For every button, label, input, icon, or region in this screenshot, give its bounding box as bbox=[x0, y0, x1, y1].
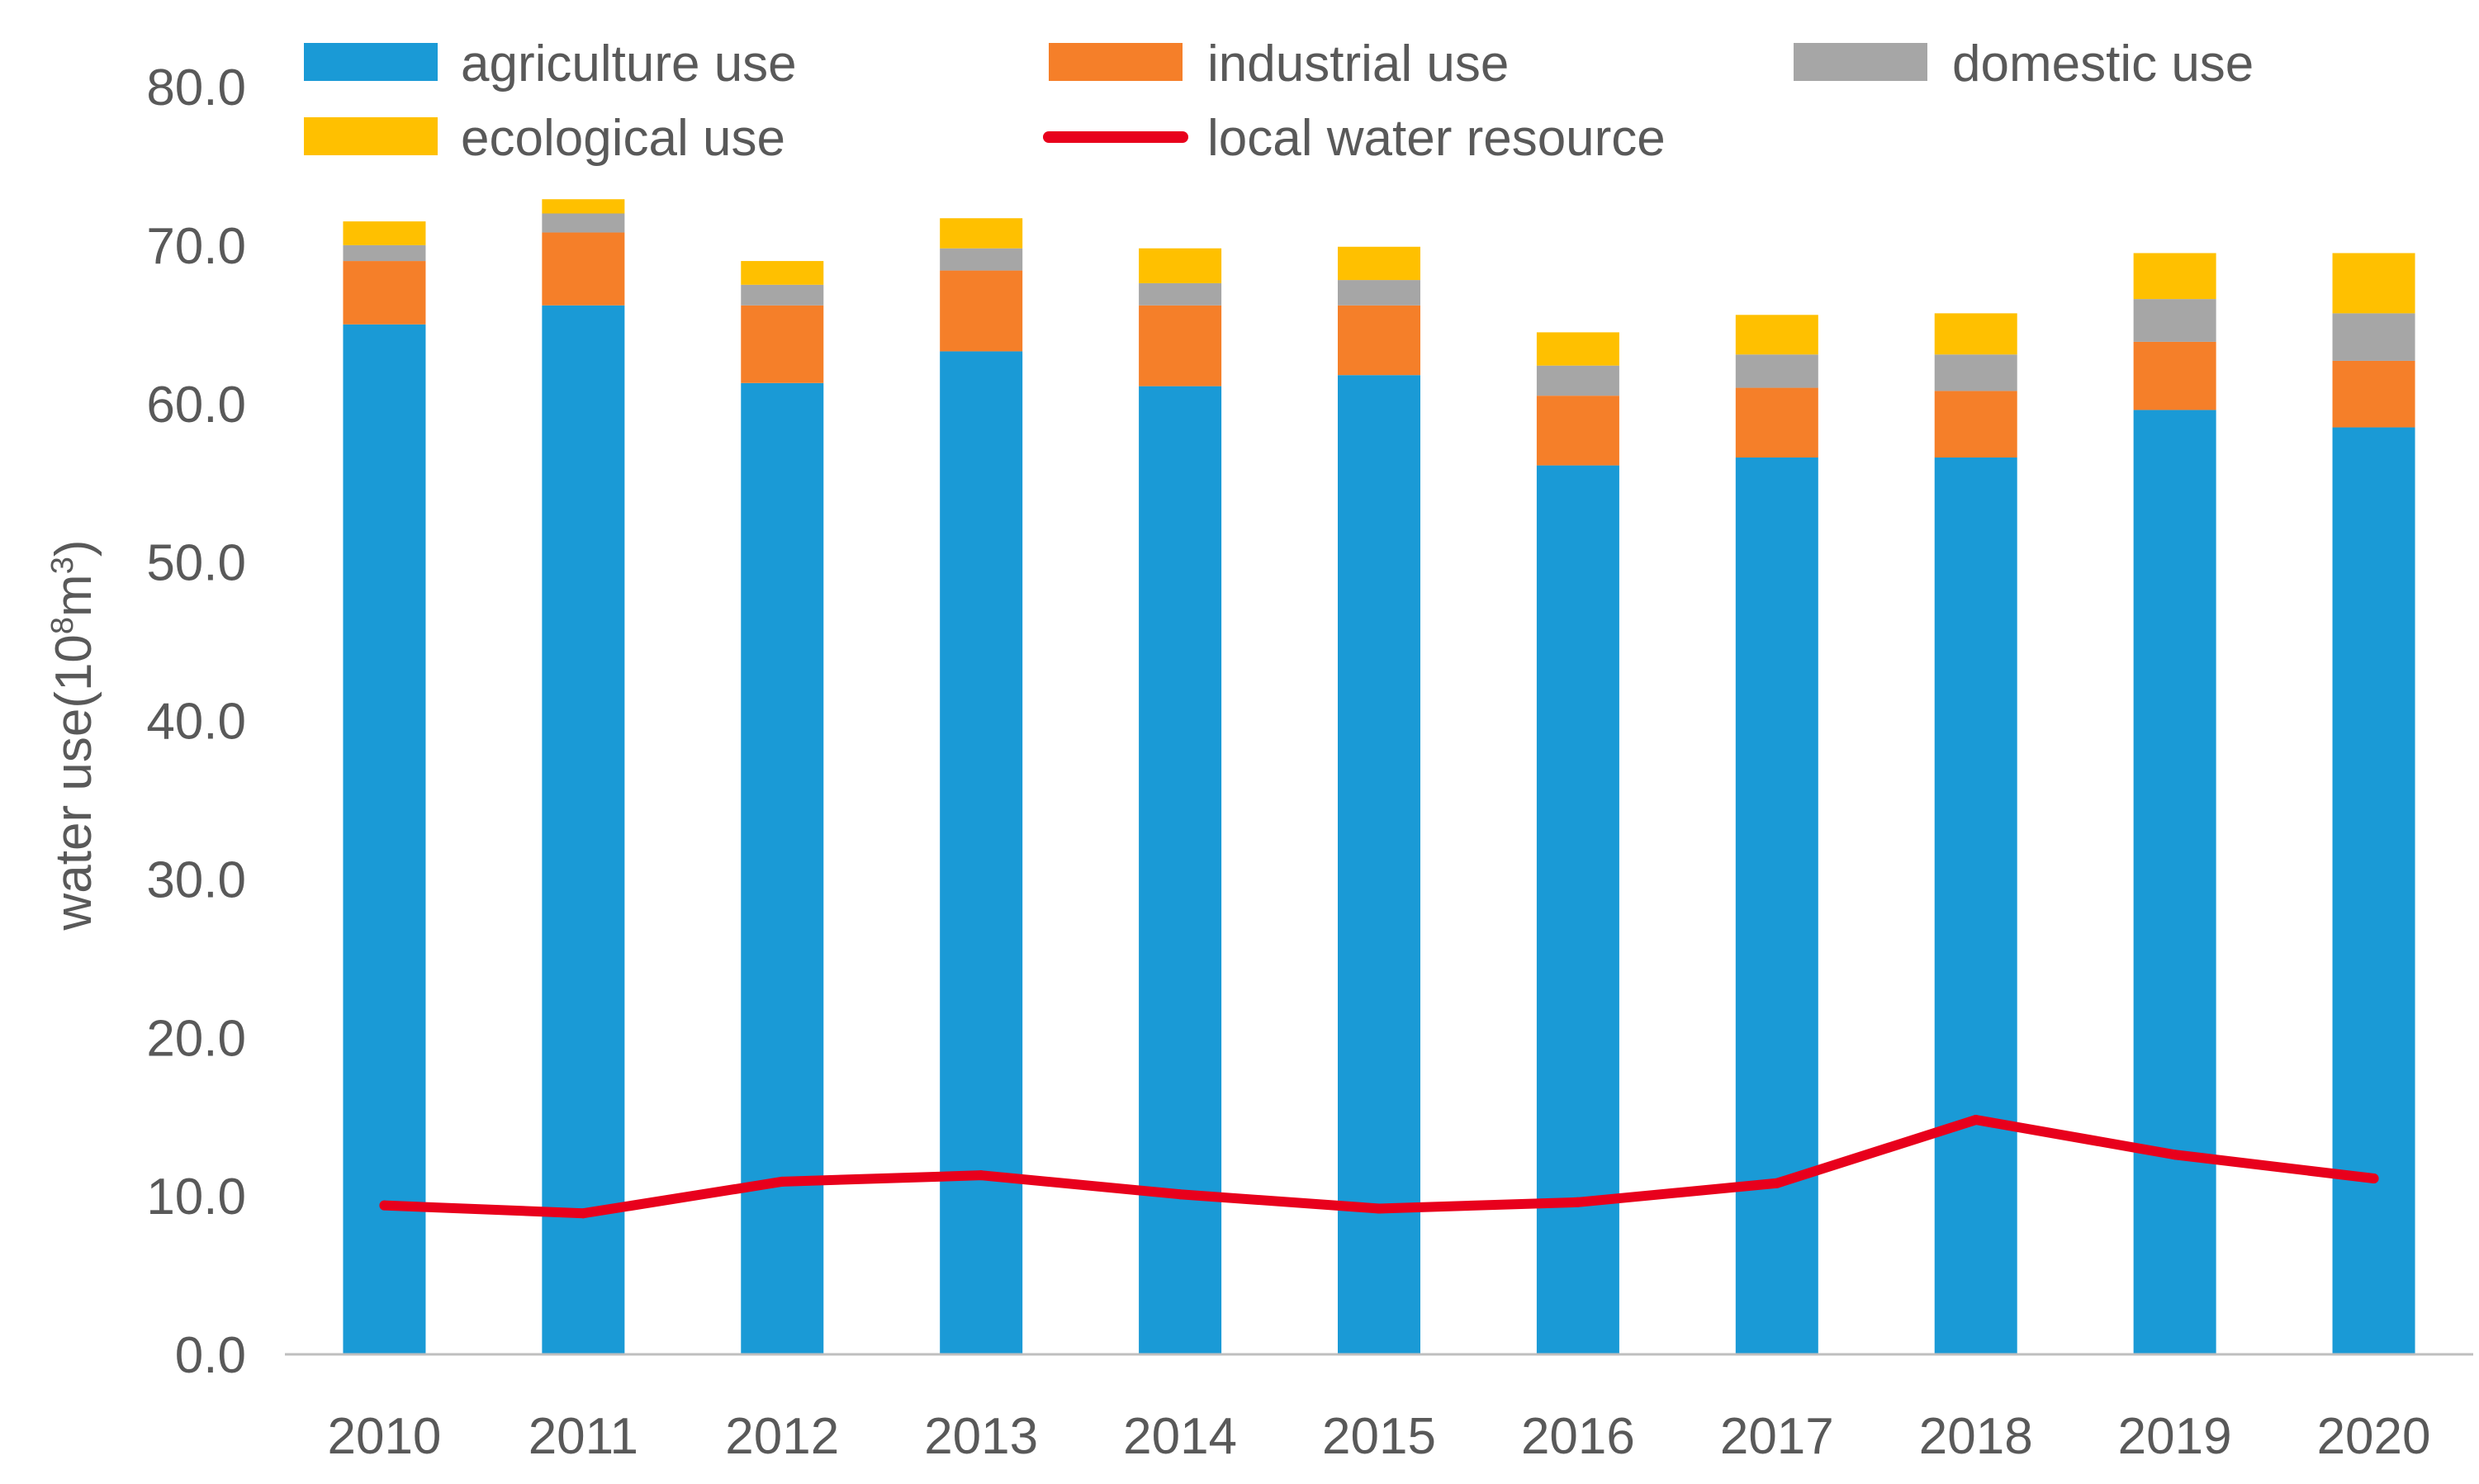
bar-domestic-use-2020 bbox=[2332, 313, 2415, 361]
bar-industrial-use-2012 bbox=[741, 305, 824, 383]
x-tick-label: 2014 bbox=[1123, 1408, 1237, 1465]
y-tick-label: 10.0 bbox=[146, 1169, 246, 1226]
bar-domestic-use-2015 bbox=[1338, 280, 1420, 306]
legend-label-agriculture-use: agriculture use bbox=[461, 36, 797, 92]
x-tick-label: 2020 bbox=[2317, 1408, 2431, 1465]
x-tick-label: 2012 bbox=[725, 1408, 839, 1465]
legend-label-ecological-use: ecological use bbox=[461, 110, 785, 167]
legend-swatch-agriculture-use bbox=[304, 43, 438, 81]
bar-agriculture-use-2011 bbox=[542, 305, 625, 1355]
y-tick-label: 30.0 bbox=[146, 851, 246, 908]
bar-industrial-use-2017 bbox=[1735, 387, 1818, 458]
bar-ecological-use-2019 bbox=[2133, 253, 2216, 300]
bar-ecological-use-2014 bbox=[1139, 248, 1222, 283]
y-axis-title: water use(108m3) bbox=[45, 539, 102, 931]
bar-ecological-use-2011 bbox=[542, 199, 625, 214]
x-tick-label: 2017 bbox=[1720, 1408, 1834, 1465]
bar-industrial-use-2010 bbox=[343, 261, 426, 325]
bar-ecological-use-2018 bbox=[1934, 313, 2017, 355]
y-tick-label: 70.0 bbox=[146, 218, 246, 275]
bar-domestic-use-2016 bbox=[1536, 365, 1619, 396]
bar-domestic-use-2018 bbox=[1934, 354, 2017, 391]
x-tick-label: 2016 bbox=[1521, 1408, 1635, 1465]
bar-domestic-use-2019 bbox=[2133, 299, 2216, 342]
x-tick-label: 2015 bbox=[1322, 1408, 1436, 1465]
bar-agriculture-use-2016 bbox=[1536, 465, 1619, 1354]
point-local-water-resource-2014 bbox=[1175, 1189, 1186, 1200]
x-tick-label: 2019 bbox=[2118, 1408, 2232, 1465]
point-local-water-resource-2016 bbox=[1572, 1197, 1583, 1207]
bar-domestic-use-2017 bbox=[1735, 354, 1818, 388]
bar-ecological-use-2016 bbox=[1536, 332, 1619, 366]
bar-domestic-use-2012 bbox=[741, 284, 824, 306]
point-local-water-resource-2015 bbox=[1374, 1203, 1384, 1214]
bar-domestic-use-2010 bbox=[343, 244, 426, 262]
point-local-water-resource-2010 bbox=[379, 1200, 390, 1211]
legend-label-domestic-use: domestic use bbox=[1952, 36, 2254, 92]
y-tick-label: 20.0 bbox=[146, 1010, 246, 1067]
y-tick-label: 40.0 bbox=[146, 694, 246, 751]
bar-agriculture-use-2013 bbox=[940, 351, 1023, 1354]
bar-industrial-use-2016 bbox=[1536, 396, 1619, 466]
x-axis-ticks: 2010 2011 2012 2013 2014 2015 2016 2017 2018 2019… bbox=[327, 1408, 2430, 1465]
bar-ecological-use-2012 bbox=[741, 261, 824, 285]
bar-agriculture-use-2014 bbox=[1139, 386, 1222, 1354]
x-tick-label: 2010 bbox=[327, 1408, 441, 1465]
bar-agriculture-use-2020 bbox=[2332, 427, 2415, 1354]
y-tick-label: 50.0 bbox=[146, 535, 246, 592]
bar-domestic-use-2013 bbox=[940, 248, 1023, 271]
y-tick-label: 0.0 bbox=[175, 1327, 246, 1384]
bar-agriculture-use-2019 bbox=[2133, 410, 2216, 1354]
bar-ecological-use-2017 bbox=[1735, 315, 1818, 355]
bar-agriculture-use-2017 bbox=[1735, 457, 1818, 1354]
bar-domestic-use-2014 bbox=[1139, 282, 1222, 306]
legend-swatch-ecological-use bbox=[304, 117, 438, 155]
legend-swatch-industrial-use bbox=[1049, 43, 1183, 81]
bar-agriculture-use-2010 bbox=[343, 324, 426, 1354]
bar-industrial-use-2020 bbox=[2332, 360, 2415, 428]
bar-agriculture-use-2012 bbox=[741, 382, 824, 1354]
point-local-water-resource-2020 bbox=[2368, 1173, 2379, 1184]
x-tick-label: 2018 bbox=[1919, 1408, 2033, 1465]
point-local-water-resource-2013 bbox=[976, 1170, 987, 1181]
legend-label-local-water-resource: local water resource bbox=[1207, 110, 1666, 167]
bar-ecological-use-2020 bbox=[2332, 253, 2415, 314]
point-local-water-resource-2011 bbox=[578, 1208, 589, 1219]
legend: agriculture use industrial use domestic … bbox=[304, 36, 2254, 167]
y-axis-ticks: 0.0 10.0 20.0 30.0 40.0 50.0 60.0 70.0 80.0 bbox=[146, 59, 246, 1384]
line-layer bbox=[379, 1115, 2379, 1219]
y-tick-label: 60.0 bbox=[146, 377, 246, 434]
bar-industrial-use-2018 bbox=[1934, 391, 2017, 458]
bar-ecological-use-2015 bbox=[1338, 246, 1420, 281]
bar-agriculture-use-2018 bbox=[1934, 457, 2017, 1354]
legend-swatch-domestic-use bbox=[1794, 43, 1927, 81]
point-local-water-resource-2012 bbox=[777, 1176, 788, 1187]
bar-ecological-use-2010 bbox=[343, 221, 426, 245]
bar-industrial-use-2019 bbox=[2133, 341, 2216, 410]
point-local-water-resource-2018 bbox=[1970, 1115, 1981, 1126]
bar-agriculture-use-2015 bbox=[1338, 375, 1420, 1354]
bar-ecological-use-2013 bbox=[940, 218, 1023, 249]
bar-industrial-use-2011 bbox=[542, 232, 625, 306]
legend-label-industrial-use: industrial use bbox=[1207, 36, 1509, 92]
bars-layer bbox=[343, 199, 2415, 1355]
bar-industrial-use-2013 bbox=[940, 270, 1023, 352]
x-tick-label: 2013 bbox=[924, 1408, 1038, 1465]
bar-industrial-use-2015 bbox=[1338, 305, 1420, 376]
bar-industrial-use-2014 bbox=[1139, 305, 1222, 386]
y-tick-label: 80.0 bbox=[146, 59, 246, 116]
point-local-water-resource-2019 bbox=[2169, 1150, 2180, 1160]
x-tick-label: 2011 bbox=[529, 1408, 638, 1465]
point-local-water-resource-2017 bbox=[1771, 1178, 1782, 1188]
bar-domestic-use-2011 bbox=[542, 213, 625, 233]
